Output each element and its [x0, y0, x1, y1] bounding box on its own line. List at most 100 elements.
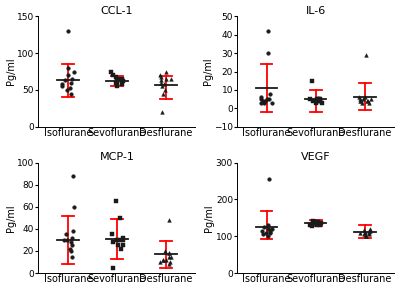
Point: [267, 91, 274, 96]
Point: [265, 234, 271, 239]
Point: [70, 229, 76, 233]
Point: [163, 258, 170, 262]
Point: [318, 221, 324, 226]
Point: [363, 233, 370, 238]
Point: [68, 80, 74, 85]
Point: [356, 97, 363, 101]
Point: [109, 232, 115, 237]
Point: [317, 99, 323, 103]
Point: [108, 69, 114, 74]
Point: [114, 78, 121, 83]
Point: [309, 218, 316, 223]
Point: [368, 97, 374, 101]
Point: [166, 251, 172, 255]
Point: [311, 219, 318, 224]
Title: MCP-1: MCP-1: [100, 152, 134, 162]
Point: [266, 231, 273, 236]
Point: [317, 222, 324, 227]
Point: [265, 223, 272, 228]
Point: [314, 99, 321, 103]
Point: [166, 262, 172, 267]
Point: [366, 231, 372, 236]
Point: [261, 100, 267, 105]
Point: [65, 73, 71, 77]
Point: [162, 249, 168, 253]
Point: [314, 223, 320, 228]
Point: [358, 100, 365, 105]
Point: [69, 243, 75, 248]
Point: [161, 82, 167, 86]
Point: [362, 95, 368, 99]
Point: [110, 265, 116, 270]
Point: [163, 77, 169, 81]
Y-axis label: Pg/ml: Pg/ml: [204, 204, 214, 232]
Point: [160, 91, 166, 96]
Point: [314, 97, 320, 101]
Point: [269, 226, 276, 231]
Title: CCL-1: CCL-1: [101, 6, 133, 16]
Point: [112, 199, 119, 204]
Point: [67, 86, 73, 91]
Y-axis label: Pg/ml: Pg/ml: [202, 58, 212, 85]
Title: VEGF: VEGF: [301, 152, 330, 162]
Point: [309, 99, 316, 103]
Point: [168, 77, 174, 81]
Y-axis label: Pg/ml: Pg/ml: [6, 58, 16, 85]
Point: [120, 238, 126, 242]
Point: [365, 99, 371, 103]
Y-axis label: Pg/ml: Pg/ml: [6, 204, 16, 232]
Point: [159, 84, 166, 88]
Point: [258, 95, 264, 99]
Point: [310, 220, 316, 225]
Point: [258, 100, 264, 105]
Point: [64, 88, 70, 92]
Point: [356, 95, 363, 99]
Point: [62, 78, 68, 83]
Point: [70, 174, 76, 178]
Point: [357, 99, 363, 103]
Point: [114, 243, 121, 248]
Point: [160, 258, 166, 262]
Point: [160, 258, 166, 262]
Point: [65, 29, 72, 33]
Point: [267, 227, 274, 232]
Point: [71, 69, 77, 74]
Point: [260, 232, 266, 237]
Point: [357, 231, 363, 236]
Point: [264, 226, 271, 231]
Point: [158, 80, 164, 85]
Point: [68, 91, 74, 96]
Point: [263, 230, 269, 235]
Point: [366, 100, 372, 105]
Point: [114, 84, 120, 88]
Point: [110, 73, 117, 77]
Point: [262, 99, 268, 103]
Point: [265, 97, 272, 101]
Point: [317, 99, 323, 103]
Point: [311, 220, 317, 225]
Point: [166, 251, 172, 255]
Point: [312, 221, 318, 226]
Point: [264, 51, 271, 55]
Point: [314, 97, 321, 101]
Point: [365, 232, 372, 237]
Point: [366, 229, 372, 233]
Point: [69, 254, 76, 259]
Point: [367, 229, 373, 233]
Point: [258, 229, 265, 233]
Point: [158, 74, 164, 79]
Point: [110, 240, 116, 244]
Point: [118, 77, 125, 81]
Point: [120, 243, 126, 248]
Point: [157, 260, 164, 264]
Point: [363, 52, 370, 57]
Point: [312, 100, 319, 105]
Point: [317, 97, 324, 101]
Point: [363, 234, 369, 239]
Point: [116, 238, 123, 242]
Point: [68, 240, 74, 244]
Point: [269, 100, 276, 105]
Point: [315, 219, 322, 224]
Point: [261, 225, 267, 229]
Point: [166, 218, 172, 222]
